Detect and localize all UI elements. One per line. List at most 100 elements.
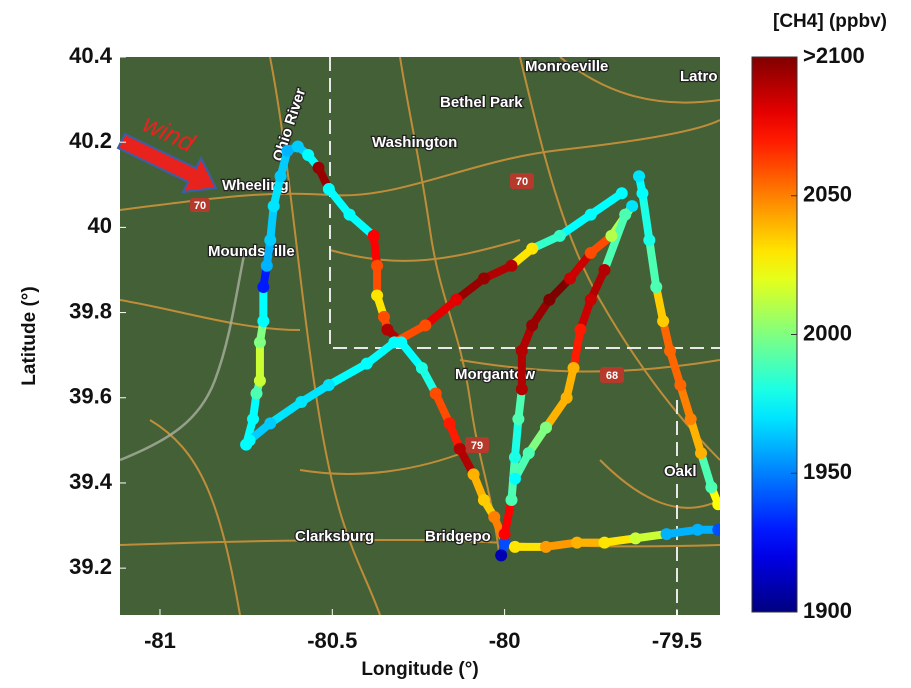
- track-point: [657, 315, 669, 327]
- track-point: [505, 494, 517, 506]
- track-point: [633, 170, 645, 182]
- track-point: [561, 392, 573, 404]
- track-point: [388, 336, 400, 348]
- colorbar-label: [CH4] (ppbv): [773, 11, 887, 32]
- track-point: [554, 230, 566, 242]
- track-point: [619, 209, 631, 221]
- y-tick-label: 39.2: [69, 554, 112, 579]
- track-point: [574, 324, 586, 336]
- track-point: [664, 345, 676, 357]
- track-point: [488, 511, 500, 523]
- track-point: [505, 260, 517, 272]
- track-point: [254, 336, 266, 348]
- colorbar-tick-label: 1900: [803, 598, 852, 623]
- shield-label: 70: [194, 200, 206, 212]
- y-tick-label: 39.4: [69, 469, 113, 494]
- track-point: [674, 379, 686, 391]
- track-point: [636, 187, 648, 199]
- y-tick-label: 40.2: [69, 128, 112, 153]
- track-point: [509, 473, 521, 485]
- track-point: [450, 294, 462, 306]
- track-point: [478, 494, 490, 506]
- track-point: [244, 434, 256, 446]
- track-point: [361, 358, 373, 370]
- track-point: [712, 498, 724, 510]
- track-point: [512, 413, 524, 425]
- track-point: [692, 524, 704, 536]
- track-point: [323, 379, 335, 391]
- track-point: [454, 443, 466, 455]
- chart: MonroevilleLatroBethel ParkWashingtonWhe…: [0, 0, 911, 688]
- track-point: [275, 170, 287, 182]
- track-point: [478, 272, 490, 284]
- x-tick-label: -80.5: [307, 628, 357, 653]
- colorbar-tick-label: 2050: [803, 182, 852, 207]
- track-point: [526, 319, 538, 331]
- track-point: [661, 528, 673, 540]
- track-point: [344, 209, 356, 221]
- track-point: [585, 294, 597, 306]
- track-point: [468, 468, 480, 480]
- track-point: [247, 413, 259, 425]
- track-point: [585, 247, 597, 259]
- place-label: Bridgepo: [425, 528, 491, 545]
- colorbar-tick-label: >2100: [803, 43, 865, 68]
- track-point: [495, 549, 507, 561]
- shield-label: 70: [516, 176, 528, 188]
- track-point: [254, 375, 266, 387]
- track-point: [712, 524, 724, 536]
- track-point: [264, 234, 276, 246]
- colorbar-tick-label: 1950: [803, 459, 852, 484]
- track-point: [650, 281, 662, 293]
- track-point: [568, 362, 580, 374]
- y-tick-label: 39.6: [69, 384, 112, 409]
- track-point: [281, 145, 293, 157]
- colorbar: [752, 57, 797, 612]
- track-point: [443, 417, 455, 429]
- track-point: [416, 362, 428, 374]
- track-point: [261, 260, 273, 272]
- track-point: [543, 294, 555, 306]
- track-point: [509, 451, 521, 463]
- y-tick-label: 40.4: [69, 43, 113, 68]
- track-point: [695, 447, 707, 459]
- x-tick-label: -81: [144, 628, 176, 653]
- track-point: [381, 324, 393, 336]
- track-point: [257, 315, 269, 327]
- track-point: [705, 481, 717, 493]
- y-tick-label: 39.8: [69, 298, 112, 323]
- track-point: [630, 532, 642, 544]
- track-point: [516, 345, 528, 357]
- track-point: [523, 447, 535, 459]
- track-point: [368, 230, 380, 242]
- place-label: Moundsville: [208, 243, 295, 260]
- track-point: [250, 388, 262, 400]
- track-point: [430, 388, 442, 400]
- track-point: [616, 187, 628, 199]
- track-point: [685, 413, 697, 425]
- track-point: [323, 183, 335, 195]
- y-axis-label: Latitude (°): [19, 286, 40, 385]
- track-point: [268, 200, 280, 212]
- track-point: [264, 417, 276, 429]
- place-label: Bethel Park: [440, 94, 523, 111]
- place-label: Latro: [680, 68, 718, 85]
- track-point: [643, 234, 655, 246]
- track-point: [499, 528, 511, 540]
- track-point: [378, 311, 390, 323]
- track-point: [371, 290, 383, 302]
- track-point: [599, 264, 611, 276]
- x-tick-label: -80: [489, 628, 521, 653]
- track-point: [540, 541, 552, 553]
- x-tick-label: -79.5: [652, 628, 702, 653]
- track-point: [509, 541, 521, 553]
- place-label: Washington: [372, 134, 457, 151]
- track-point: [295, 396, 307, 408]
- track-point: [585, 209, 597, 221]
- track-point: [257, 281, 269, 293]
- shield-label: 68: [606, 370, 618, 382]
- shield-label: 79: [471, 440, 483, 452]
- track-point: [571, 537, 583, 549]
- colorbar-tick-label: 2000: [803, 320, 852, 345]
- place-label: Monroeville: [525, 58, 608, 75]
